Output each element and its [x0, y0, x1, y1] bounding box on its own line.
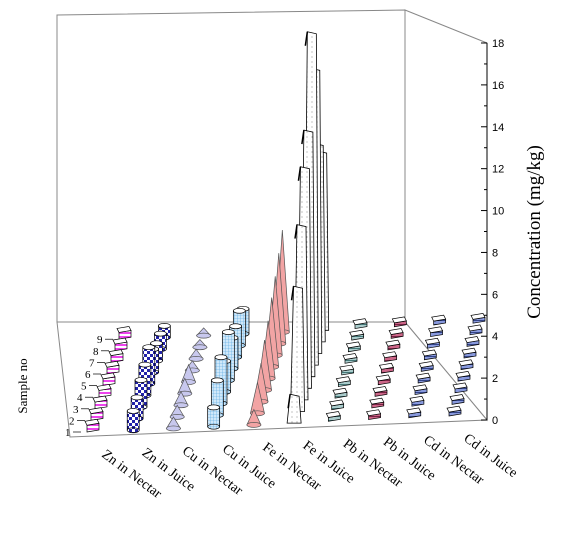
y-tick-label: 2	[492, 373, 498, 385]
sample-label: 9	[97, 334, 103, 346]
bar-pb-in-nectar-sample-2	[329, 399, 345, 411]
bar-cd-in-juice-sample-3	[452, 382, 468, 394]
sample-label: 3	[73, 404, 79, 416]
y-tick-label: 12	[492, 164, 504, 176]
bar-pb-in-nectar-sample-6	[342, 353, 358, 364]
bar-zn-in-juice-sample-1	[126, 408, 140, 434]
bar-cd-in-nectar-sample-8	[428, 326, 444, 337]
bar-pb-in-juice-sample-7	[385, 339, 401, 351]
y-tick-label: 10	[492, 206, 504, 218]
bar-cd-in-nectar-sample-7	[424, 337, 440, 349]
bar-zn-in-nectar-sample-4	[96, 384, 112, 398]
y-axis-label: Concentration (mg/kg)	[524, 145, 545, 319]
bar-pb-in-nectar-sample-4	[335, 376, 351, 387]
bar-zn-in-nectar-sample-6	[104, 360, 120, 375]
bar-cu-in-nectar-sample-7	[188, 348, 204, 362]
y-axis: 0 2 4 6 8 10 12 14 16 18	[481, 38, 504, 427]
bar-zn-in-nectar-sample-9	[116, 326, 132, 340]
bar-fe-in-nectar-sample-2	[250, 382, 265, 417]
bar-cd-in-juice-sample-9	[470, 312, 486, 324]
bar-zn-in-nectar-sample-1	[84, 418, 100, 433]
bar-pb-in-juice-sample-5	[378, 362, 394, 374]
bar-cu-in-nectar-sample-1	[165, 416, 182, 432]
bar-fe-in-nectar-sample-1	[246, 408, 262, 428]
bar-zn-in-nectar-sample-7	[108, 349, 124, 363]
bar-pb-in-juice-sample-9	[391, 316, 407, 328]
y-tick-label: 16	[492, 80, 504, 92]
sample-label: 4	[77, 392, 83, 404]
bar-cd-in-nectar-sample-9	[431, 314, 447, 326]
bar-pb-in-nectar-sample-1	[325, 411, 341, 422]
back-wall	[56, 9, 406, 323]
sample-label: 1	[65, 427, 71, 439]
bar-cu-in-nectar-sample-8	[192, 339, 208, 351]
bar-cd-in-juice-sample-4	[455, 370, 471, 382]
bar-cu-in-nectar-sample-9	[195, 327, 212, 339]
sample-label: 2	[69, 415, 75, 427]
bar-zn-in-nectar-sample-3	[92, 395, 108, 410]
y-tick-label: 18	[492, 38, 504, 50]
bar-cd-in-nectar-sample-2	[409, 395, 425, 407]
bar-cd-in-juice-sample-6	[461, 347, 477, 359]
bar-cd-in-juice-sample-1	[446, 405, 462, 417]
y-tick-label: 14	[492, 122, 504, 134]
y-tick-label: 8	[492, 247, 498, 259]
bar-cd-in-juice-sample-2	[449, 394, 465, 405]
sample-label: 8	[93, 346, 99, 358]
bar-pb-in-juice-sample-3	[372, 386, 388, 397]
bar-zn-in-nectar-sample-8	[112, 337, 128, 352]
bar-pb-in-juice-sample-6	[382, 351, 398, 362]
bar-pb-in-nectar-sample-8	[349, 329, 365, 341]
bar-fe-in-juice-sample-2	[290, 285, 305, 412]
bar-cd-in-nectar-sample-1	[406, 407, 422, 419]
y-tick-label: 6	[492, 289, 498, 301]
bar-pb-in-juice-sample-1	[366, 409, 382, 420]
bar-pb-in-juice-sample-2	[369, 397, 385, 409]
bar-pb-in-nectar-sample-3	[332, 387, 348, 399]
bar-pb-in-juice-sample-8	[388, 328, 404, 339]
y-tick-label: 0	[492, 415, 498, 427]
bar-pb-in-juice-sample-4	[375, 374, 391, 386]
bar-fe-in-juice-sample-1	[286, 393, 302, 424]
bar-cd-in-juice-sample-7	[464, 336, 480, 347]
sample-label: 5	[81, 381, 87, 393]
bar-zn-in-nectar-sample-2	[88, 407, 104, 421]
bar-pb-in-nectar-sample-9	[352, 318, 368, 329]
bar-cd-in-juice-sample-5	[458, 359, 474, 371]
bar-zn-in-nectar-sample-5	[100, 372, 116, 387]
depth-axis-label: Sample no	[15, 358, 30, 413]
bar-cd-in-juice-sample-8	[467, 324, 483, 336]
sample-label: 6	[85, 369, 91, 381]
bar-cu-in-juice-sample-1	[207, 404, 221, 430]
y-axis-title: Concentration (mg/kg)	[524, 145, 545, 319]
bar-cd-in-nectar-sample-3	[412, 384, 428, 395]
depth-axis: Sample no	[15, 358, 30, 413]
sample-label: 7	[89, 357, 95, 369]
bar-cd-in-nectar-sample-4	[415, 372, 431, 384]
y-tick-label: 4	[492, 331, 498, 343]
bar-pb-in-nectar-sample-5	[339, 364, 355, 376]
bar-pb-in-nectar-sample-7	[345, 341, 361, 353]
bar-cd-in-nectar-sample-5	[418, 361, 434, 372]
bar-cd-in-nectar-sample-6	[421, 349, 437, 361]
chart-marks	[84, 31, 486, 434]
